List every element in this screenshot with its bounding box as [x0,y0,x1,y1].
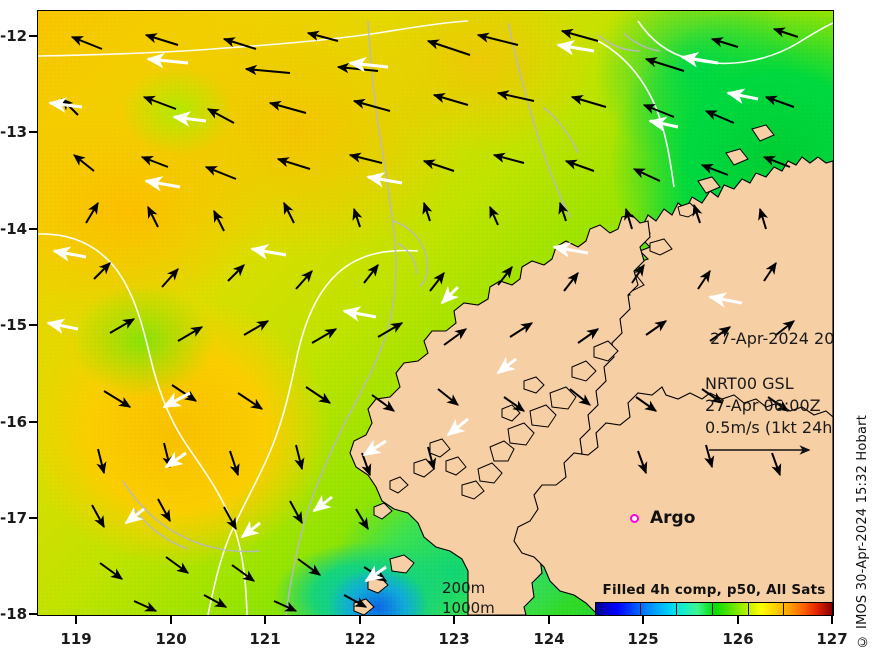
colorbar-gradient [595,602,833,615]
ytick-label-13: -13 [0,123,28,141]
ytick-label-15: -15 [0,316,28,334]
bathymetry-legend: 200m 1000m [442,578,495,615]
xtick-label-119: 119 [60,630,92,648]
xtick-mark [264,615,266,624]
bathy-200m-label: 200m [442,579,486,597]
xtick-label-125: 125 [627,630,659,648]
colorbar-legend: Filled 4h comp, p50, All Sats 27 28 29 3… [595,582,833,615]
map-plot-area[interactable]: 27-Apr-2024 20Z NRT00 GSL 27-Apr 06:00Z … [37,10,834,616]
ytick-label-14: -14 [0,220,28,238]
ytick-label-17: -17 [0,509,28,527]
imos-credit-text: © IMOS 30-Apr-2024 15:32 Hobart [855,414,870,649]
source-annotation-block: NRT00 GSL 27-Apr 06:00Z 0.5m/s (1kt 24h) [705,373,833,465]
vectors-white-reference [46,39,759,583]
vector-scale-line: 0.5m/s (1kt 24h) [705,418,833,437]
ytick-label-12: -12 [0,27,28,45]
colorbar-title: Filled 4h comp, p50, All Sats [602,582,826,598]
ytick-mark [29,131,38,133]
vector-scale-arrow-icon [709,445,811,455]
xtick-label-126: 126 [722,630,754,648]
ytick-mark [29,35,38,37]
xtick-label-121: 121 [249,630,281,648]
xtick-mark [75,615,77,624]
ytick-mark [29,324,38,326]
xtick-label-122: 122 [344,630,376,648]
xtick-label-127: 127 [816,630,848,648]
ytick-label-18: -18 [0,605,28,623]
argo-legend-label: Argo [650,508,696,528]
xtick-label-120: 120 [155,630,187,648]
xtick-mark [831,615,833,624]
xtick-mark [737,615,739,624]
argo-marker-icon [630,513,639,523]
xtick-label-123: 123 [438,630,470,648]
bathy-1000m-label: 1000m [442,599,495,615]
source-time-line: 27-Apr 06:00Z [705,396,821,415]
ytick-mark [29,517,38,519]
date-stamp-annotation: 27-Apr-2024 20Z [710,329,833,348]
xtick-mark [453,615,455,624]
xtick-mark [548,615,550,624]
xtick-mark [170,615,172,624]
argo-legend-entry: Argo [630,508,695,528]
ytick-mark [29,613,38,615]
source-product-line: NRT00 GSL [705,374,794,393]
xtick-mark [359,615,361,624]
ytick-mark [29,421,38,423]
xtick-label-124: 124 [533,630,565,648]
xtick-mark [642,615,644,624]
current-vector-layer [38,11,833,615]
ytick-mark [29,228,38,230]
ytick-label-16: -16 [0,413,28,431]
